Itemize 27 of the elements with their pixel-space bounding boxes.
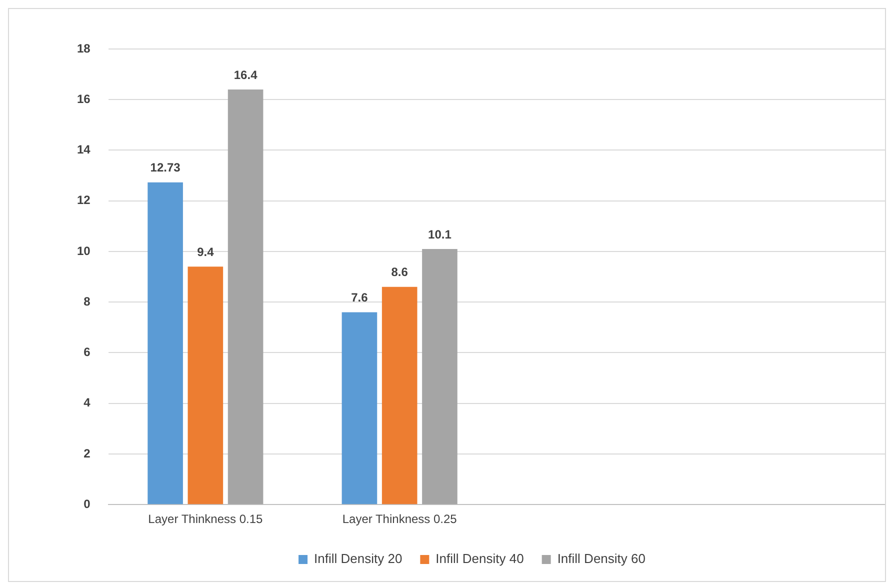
y-tick-label: 4	[84, 396, 91, 410]
y-tick-label: 14	[76, 142, 91, 157]
bar	[228, 90, 264, 504]
legend-label: Infill Density 60	[557, 551, 646, 566]
y-tick-label: 10	[76, 244, 91, 258]
data-label: 16.4	[234, 68, 258, 82]
data-label: 8.6	[391, 265, 408, 280]
y-tick-label: 12	[76, 193, 91, 208]
bar	[188, 266, 224, 504]
legend-label: Infill Density 20	[314, 551, 402, 566]
data-label: 9.4	[197, 244, 214, 259]
data-label: 7.6	[351, 290, 368, 305]
data-label: 12.73	[150, 160, 181, 175]
y-tick-label: 6	[84, 345, 91, 360]
y-tick-label: 0	[84, 496, 91, 511]
y-tick-label: 18	[76, 41, 91, 56]
bar	[342, 312, 378, 504]
bar	[382, 286, 418, 504]
x-tick-label: Layer Thinkness 0.25	[342, 512, 458, 526]
bar	[148, 182, 183, 504]
y-tick-label: 2	[84, 446, 91, 460]
y-tick-label: 16	[76, 92, 91, 106]
data-label: 10.1	[428, 227, 452, 242]
bar	[422, 248, 458, 504]
x-tick-label: Layer Thinkness 0.15	[148, 512, 264, 526]
legend-label: Infill Density 40	[436, 551, 524, 566]
y-tick-label: 8	[84, 294, 91, 308]
